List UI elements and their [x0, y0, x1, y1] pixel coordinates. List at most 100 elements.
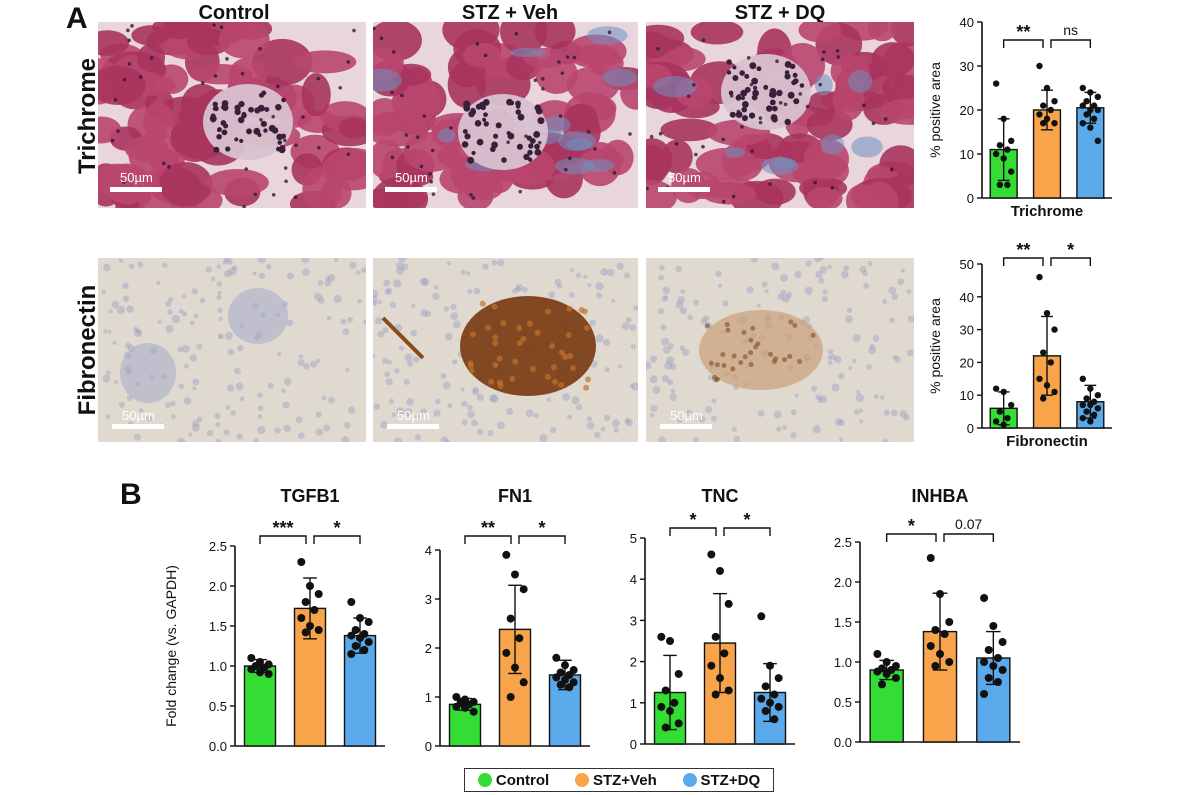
- trichrome-x-axis-label: Trichrome: [1011, 203, 1084, 220]
- inhba-tick-label: 2.5: [834, 535, 852, 550]
- tnc-data-point: [761, 707, 770, 716]
- fibronectin-data-point: [1004, 414, 1011, 422]
- tgfb1-data-point: [314, 590, 323, 598]
- trichrome-data-point: [1040, 120, 1047, 127]
- fibronectin-data-point: [1087, 401, 1094, 409]
- trichrome-y-axis-label: % positive area: [927, 62, 943, 158]
- inhba-data-point: [936, 650, 944, 658]
- inhba-data-point: [873, 650, 882, 658]
- trichrome-data-point: [1004, 146, 1011, 153]
- fn1-data-point: [506, 693, 515, 701]
- inhba-data-point: [926, 554, 935, 562]
- fibronectin-tick-label: 50: [960, 257, 974, 272]
- inhba-data-point: [945, 658, 954, 666]
- fibronectin-data-point: [1090, 411, 1098, 419]
- legend-label-stz-dq: STZ+DQ: [700, 771, 761, 789]
- fn1-data-point: [452, 702, 461, 711]
- scale-bar-label: 50µm: [122, 408, 155, 423]
- tgfb1-significance-bracket: *: [313, 518, 361, 544]
- trichrome-data-point: [1087, 106, 1094, 114]
- fn1-data-point: [506, 614, 515, 623]
- tgfb1-data-point: [297, 558, 306, 566]
- tnc-data-point: [757, 612, 766, 621]
- tgfb1-tick-label: 1.0: [209, 659, 227, 674]
- fn1-data-point: [565, 683, 574, 692]
- trichrome-tick-label: 20: [960, 103, 974, 118]
- tgfb1-data-point: [264, 670, 273, 678]
- tgfb1-data-point: [301, 628, 310, 637]
- trichrome-data-point: [1000, 115, 1007, 123]
- legend-swatch-control: [477, 773, 492, 787]
- fibronectin-y-axis-label: % positive area: [927, 298, 943, 394]
- fn1-data-point: [502, 550, 511, 559]
- fibronectin-data-point: [1079, 414, 1087, 422]
- tnc-data-point: [770, 690, 779, 699]
- fibronectin-stz-veh-image: 50µm: [373, 258, 638, 442]
- fibronectin-data-point: [1051, 388, 1058, 396]
- inhba-data-point: [873, 667, 882, 676]
- trichrome-data-point: [1043, 115, 1051, 123]
- tnc-significance-bracket: *: [669, 510, 717, 536]
- fibronectin-data-point: [1051, 326, 1058, 333]
- tgfb1-data-point: [247, 654, 256, 662]
- tnc-data-point: [711, 690, 720, 699]
- tgfb1-bar-chart: 0.0 0.5 1.0 1.5 2.0 2.5 Fold change (vs. GAPDH…: [163, 486, 385, 754]
- fibronectin-control-image: 50µm: [98, 258, 366, 442]
- trichrome-data-point: [1007, 137, 1015, 144]
- trichrome-data-point: [1036, 111, 1043, 118]
- tnc-data-point: [774, 674, 783, 683]
- legend-label-control: Control: [495, 771, 550, 789]
- fn1-data-point: [519, 678, 528, 687]
- tnc-tick-label: 0: [630, 737, 637, 752]
- legend-item-control: Control: [477, 771, 550, 789]
- fibronectin-error-bar: [1041, 315, 1053, 396]
- inhba-significance-label: 0.07: [955, 516, 982, 532]
- inhba-data-point: [998, 666, 1007, 674]
- tnc-data-point: [761, 682, 770, 691]
- inhba-data-point: [984, 674, 993, 682]
- tnc-tick-label: 2: [630, 655, 637, 670]
- fibronectin-data-point: [1094, 392, 1102, 399]
- tgfb1-data-point: [306, 582, 314, 590]
- legend-item-stz-dq: STZ+DQ: [682, 771, 761, 789]
- inhba-data-point: [882, 670, 891, 678]
- trichrome-significance-bracket: **: [1002, 22, 1044, 48]
- fibronectin-data-point: [1040, 349, 1047, 356]
- inhba-data-point: [926, 642, 935, 650]
- tnc-data-point: [724, 686, 733, 695]
- fibronectin-x-axis-label: Fibronectin: [1006, 433, 1088, 450]
- fibronectin-data-point: [1036, 375, 1043, 382]
- tnc-data-point: [674, 719, 683, 728]
- inhba-bar-control: [869, 669, 904, 743]
- tnc-tick-label: 4: [630, 572, 637, 587]
- inhba-significance-bracket: 0.07: [943, 516, 995, 542]
- tnc-y-axis: 0 1 2 3 4 5: [630, 531, 646, 752]
- tgfb1-data-point: [356, 614, 364, 622]
- fn1-significance-bracket: *: [518, 518, 566, 544]
- trichrome-data-point: [1094, 137, 1102, 144]
- tgfb1-tick-label: 0.0: [209, 739, 227, 754]
- column-title-stz-dq: STZ + DQ: [734, 2, 826, 24]
- fibronectin-data-point: [1087, 385, 1094, 392]
- tnc-data-point: [707, 661, 716, 670]
- trichrome-control-image: 50µm: [98, 22, 366, 208]
- fn1-chart-title: FN1: [498, 486, 532, 506]
- tgfb1-data-point: [297, 614, 306, 622]
- trichrome-data-point: [1036, 62, 1043, 70]
- trichrome-data-point: [1090, 115, 1098, 123]
- fibronectin-data-point: [1043, 382, 1051, 389]
- inhba-significance-label: *: [908, 516, 915, 536]
- fn1-error-bar: [508, 584, 522, 675]
- tnc-data-point: [766, 698, 774, 707]
- trichrome-tick-label: 10: [960, 147, 974, 162]
- inhba-data-point: [984, 646, 993, 654]
- inhba-data-point: [998, 638, 1007, 646]
- fn1-tick-label: 1: [425, 690, 432, 705]
- fibronectin-data-point: [1083, 395, 1090, 402]
- trichrome-significance-label: ns: [1063, 22, 1078, 38]
- trichrome-data-point: [1087, 124, 1094, 131]
- tnc-data-point: [770, 715, 779, 724]
- trichrome-stz-veh-image: 50µm: [373, 22, 638, 208]
- fn1-data-point: [561, 661, 569, 670]
